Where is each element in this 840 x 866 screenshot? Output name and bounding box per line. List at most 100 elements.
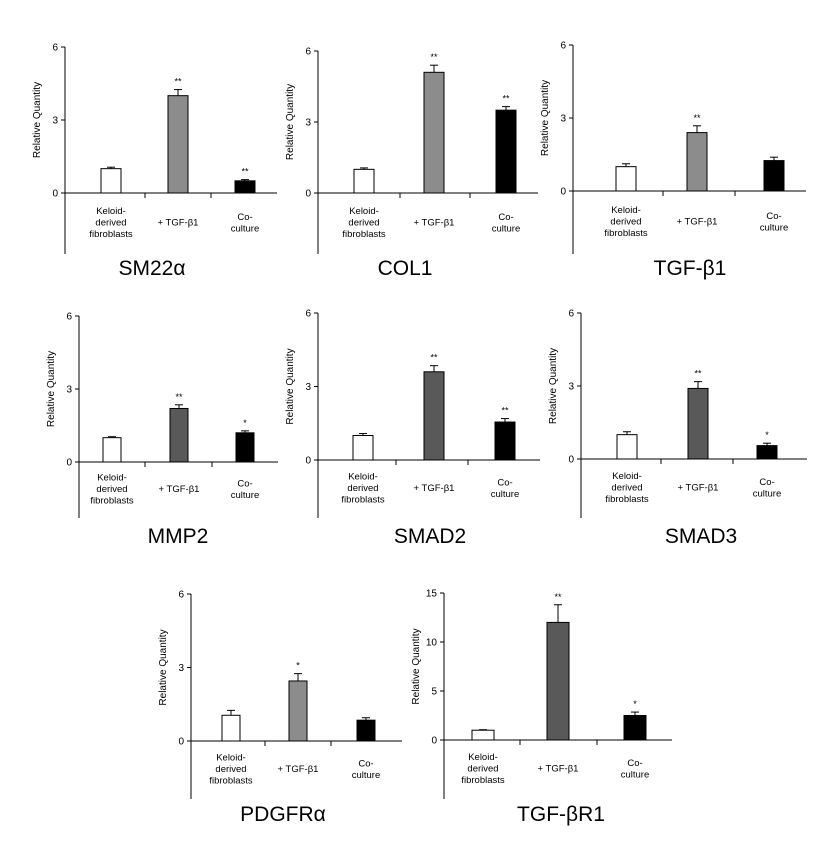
x-category-label-line: derived (611, 483, 642, 494)
x-category-label-line: + TGF-β1 (159, 484, 200, 495)
y-tick-label: 6 (52, 43, 58, 54)
significance-marker: ** (501, 406, 509, 416)
significance-marker: ** (502, 94, 510, 104)
y-tick-label: 6 (66, 312, 72, 323)
bar (167, 95, 189, 194)
significance-marker: ** (430, 52, 438, 62)
panel-title: SM22α (119, 257, 186, 280)
bar (687, 387, 709, 460)
panel-title: SMAD3 (665, 525, 737, 548)
x-category-label: Co-culture (760, 211, 789, 234)
y-axis-label: Relative Quantity (46, 351, 57, 427)
bar (423, 71, 445, 194)
x-category-label-line: + TGF-β1 (538, 764, 579, 775)
x-category-label-line: + TGF-β1 (678, 483, 719, 494)
significance-marker: ** (174, 77, 182, 87)
x-category-label: Co-culture (231, 212, 260, 235)
x-category-label-line: Co- (766, 211, 781, 222)
y-axis-label: Relative Quantity (548, 348, 559, 424)
x-category-label: Keloid-derived fibroblasts (342, 206, 386, 240)
x-category-label-line: fibroblasts (461, 775, 505, 786)
bar (494, 421, 516, 461)
x-category-label-line: + TGF-β1 (414, 483, 455, 494)
y-tick-label: 0 (178, 737, 184, 748)
significance-marker: ** (693, 113, 701, 123)
x-category-label: + TGF-β1 (677, 217, 718, 228)
x-category-label: + TGF-β1 (158, 218, 199, 229)
x-category-label-line: Keloid- (96, 206, 126, 217)
x-category-label-line: Keloid- (612, 471, 642, 482)
x-category-label: Co-culture (352, 758, 381, 781)
panel-title: MMP2 (148, 525, 209, 548)
significance-marker: * (296, 661, 300, 671)
x-category-label: Keloid-derived fibroblasts (605, 471, 649, 505)
x-category-label-line: Co- (237, 478, 252, 489)
y-tick-label: 3 (178, 663, 184, 674)
x-category-label: Keloid-derived fibroblasts (90, 473, 134, 507)
x-category-label: Keloid-derived fibroblasts (341, 472, 385, 506)
x-category-label-line: Keloid- (216, 753, 246, 764)
significance-marker: ** (175, 392, 183, 402)
y-tick-label: 10 (426, 638, 438, 649)
x-category-label-line: + TGF-β1 (677, 217, 718, 228)
y-tick-label: 15 (426, 589, 438, 600)
x-category-label-line: + TGF-β1 (414, 218, 455, 229)
x-category-label-line: Keloid- (468, 752, 498, 763)
x-category-label: + TGF-β1 (414, 483, 455, 494)
bar (615, 166, 637, 192)
bar (763, 160, 785, 192)
x-category-label: Co-culture (491, 477, 520, 500)
y-tick-label: 0 (305, 456, 311, 467)
x-category-label-line: + TGF-β1 (278, 764, 319, 775)
bar (356, 719, 376, 742)
x-category-label-line: culture (492, 223, 521, 234)
x-category-label-line: derived (467, 764, 498, 775)
bar (288, 680, 308, 742)
bar (471, 729, 495, 741)
x-category-label-line: Co- (497, 477, 512, 488)
bar (352, 435, 374, 461)
bar (169, 407, 189, 463)
y-tick-label: 0 (52, 189, 58, 200)
x-category-label-line: Keloid- (97, 473, 127, 484)
panel-title: PDGFRα (240, 803, 326, 826)
x-category-label: + TGF-β1 (538, 764, 579, 775)
x-category-label: Co-culture (621, 758, 650, 781)
x-category-label: + TGF-β1 (414, 218, 455, 229)
y-axis-label: Relative Quantity (540, 80, 551, 156)
y-tick-label: 6 (305, 309, 311, 320)
x-category-label-line: culture (491, 489, 520, 500)
panel-title: TGF-β1 (654, 257, 727, 280)
y-axis-label: Relative Quantity (158, 629, 169, 705)
x-category-label-line: culture (352, 770, 381, 781)
y-tick-label: 3 (52, 116, 58, 127)
y-tick-label: 6 (305, 47, 311, 58)
x-category-label-line: + TGF-β1 (158, 218, 199, 229)
x-category-label-line: Keloid- (348, 472, 378, 483)
x-category-label-line: fibroblasts (89, 229, 133, 240)
y-tick-label: 3 (560, 114, 566, 125)
y-tick-label: 0 (66, 458, 72, 469)
bar (423, 371, 445, 461)
bar (623, 715, 647, 741)
y-tick-label: 0 (560, 187, 566, 198)
bar (616, 434, 638, 460)
significance-marker: ** (430, 353, 438, 363)
x-category-label-line: fibroblasts (605, 494, 649, 505)
x-category-label: Keloid-derived fibroblasts (461, 752, 505, 786)
bar (235, 432, 255, 463)
significance-marker: ** (554, 592, 562, 602)
x-category-label-line: Co- (498, 212, 513, 223)
panel-title: SMAD2 (394, 525, 466, 548)
y-tick-label: 6 (568, 309, 574, 320)
y-axis-label: Relative Quantity (32, 82, 43, 158)
x-category-label: + TGF-β1 (678, 483, 719, 494)
x-category-label: Keloid-derived fibroblasts (604, 205, 648, 239)
y-tick-label: 5 (431, 687, 437, 698)
chart-panel: 0 3 6 Relative Quantity ** Keloid-derived fibr… (540, 41, 806, 280)
